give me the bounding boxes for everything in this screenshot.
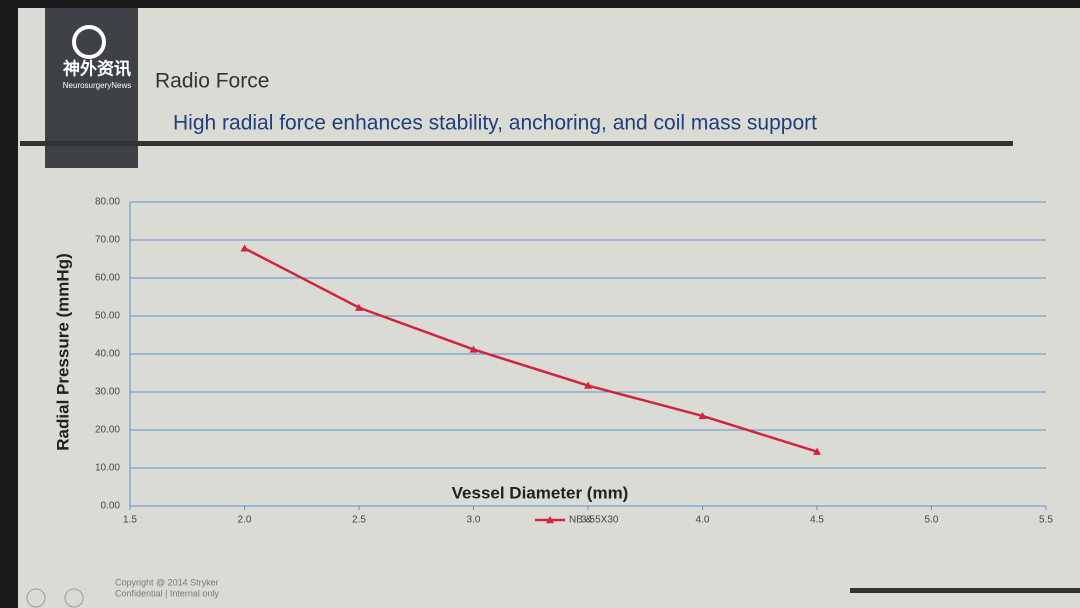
data-line [243,247,818,453]
x-tick-label: 3.0 [467,515,481,526]
y-tick-label: 50.00 [95,311,120,322]
x-tick-label: 5.0 [925,515,939,526]
footer-text: Copyright @ 2014 Stryker [115,577,219,587]
x-tick-label: 1.5 [123,515,137,526]
x-axis-title: Vessel Diameter (mm) [452,483,629,502]
legend-label: NB & 5X30 [569,515,619,526]
slide-area [18,8,1080,608]
nav-button[interactable] [26,588,46,608]
logo-subtext: NeurosurgeryNews [63,81,131,90]
data-point [584,381,592,389]
x-tick-label: 4.5 [810,515,824,526]
x-tick-label: 2.5 [352,515,366,526]
logo-text: 神外资讯 [63,58,131,78]
divider [20,141,1013,146]
y-axis-title: Radial Pressure (mmHg) [53,253,72,450]
x-tick-label: 3.5 [581,515,595,526]
y-tick-label: 30.00 [95,387,120,398]
data-point [355,303,363,311]
y-tick-label: 0.00 [101,501,121,512]
logo-icon [72,25,106,59]
y-tick-label: 70.00 [95,235,120,246]
y-tick-label: 80.00 [95,197,120,208]
footer-bar [850,588,1080,593]
y-tick-label: 10.00 [95,463,120,474]
data-point [240,244,249,252]
nav-button[interactable] [64,588,84,608]
legend-marker [546,516,554,524]
x-tick-label: 5.5 [1039,515,1053,526]
y-tick-label: 40.00 [95,349,120,360]
y-tick-label: 60.00 [95,273,120,284]
slide-title: Radio Force [155,70,269,93]
data-point [469,345,478,353]
data-point [813,447,821,455]
footer-text: Confidential | Internal only [115,588,219,598]
slide-subtitle: High radial force enhances stability, an… [173,112,817,135]
data-point [698,411,707,420]
chart: 0.00 10.00 20.00 30.00 40.00 50.00 60.00 70.00 8… [53,197,1053,526]
x-tick-label: 4.0 [696,515,710,526]
x-tick-label: 2.0 [238,515,252,526]
y-tick-label: 20.00 [95,425,120,436]
